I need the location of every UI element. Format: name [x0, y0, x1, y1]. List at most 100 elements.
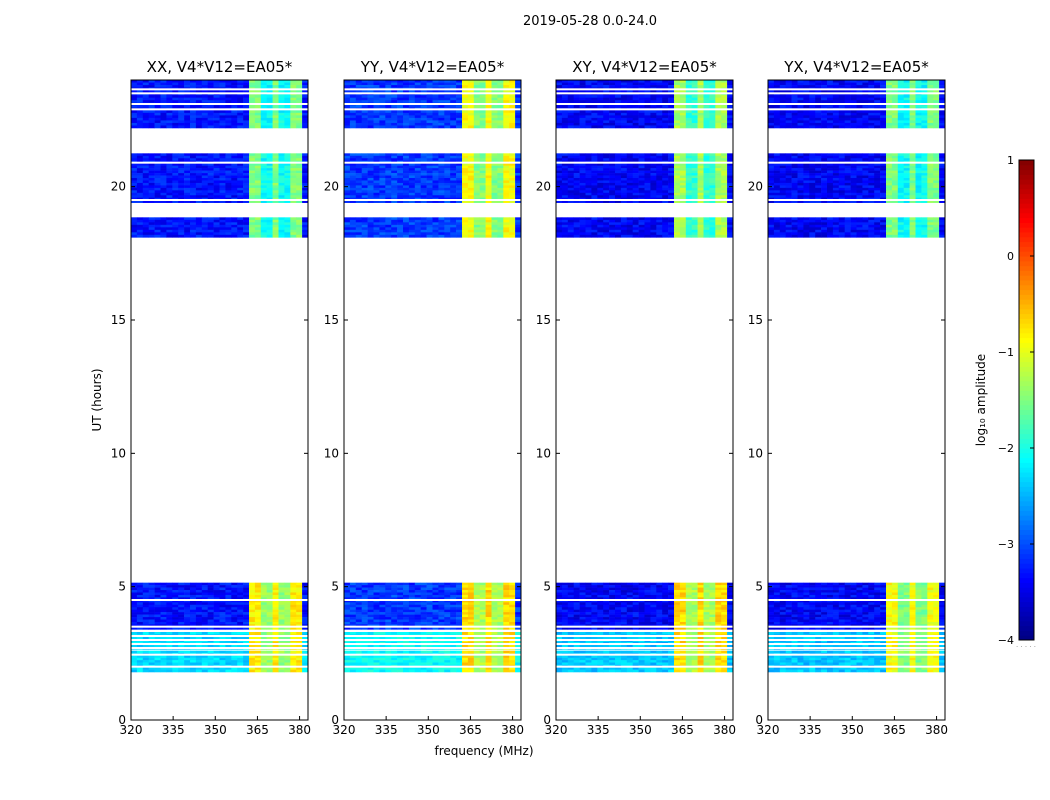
heatmap-cell: [432, 662, 439, 666]
heatmap-cell: [420, 82, 427, 86]
heatmap-cell: [491, 657, 498, 661]
heatmap-cell: [491, 604, 498, 608]
heatmap-cell: [462, 617, 469, 620]
heatmap-cell: [272, 117, 279, 121]
heatmap-cell: [485, 90, 492, 93]
heatmap-cell: [266, 657, 273, 661]
heatmap-cell: [408, 97, 416, 101]
heatmap-cell: [503, 587, 510, 591]
heatmap-cell: [148, 195, 155, 199]
heatmap-cell: [290, 619, 297, 623]
heatmap-cell: [160, 170, 167, 174]
heatmap-cell: [160, 602, 167, 606]
heatmap-cell: [444, 229, 451, 233]
heatmap-cell: [391, 112, 398, 116]
heatmap-cell: [391, 195, 398, 199]
heatmap-cell: [432, 660, 439, 663]
heatmap-cell: [349, 582, 357, 586]
heatmap-cell: [237, 657, 244, 661]
heatmap-cell: [142, 117, 149, 121]
heatmap-cell: [290, 175, 297, 179]
heatmap-cell: [414, 609, 421, 613]
heatmap-cell: [450, 609, 457, 613]
heatmap-cell: [438, 168, 445, 171]
heatmap-cell: [278, 667, 285, 670]
heatmap-cell: [426, 617, 433, 620]
heatmap-cell: [190, 115, 197, 119]
heatmap-cell: [160, 120, 167, 124]
heatmap-cell: [373, 190, 380, 194]
heatmap-cell: [231, 178, 238, 181]
heatmap-cell: [249, 222, 256, 226]
heatmap-cell: [355, 165, 362, 169]
heatmap-cell: [296, 590, 303, 593]
heatmap-cell: [213, 115, 220, 119]
heatmap-cell: [367, 80, 374, 83]
heatmap-cell: [201, 182, 208, 186]
heatmap-cell: [266, 217, 273, 221]
heatmap-cell: [426, 153, 433, 157]
heatmap-cell: [414, 82, 421, 86]
heatmap-cell: [272, 219, 279, 223]
heatmap-cell: [426, 85, 433, 88]
heatmap-cell: [249, 125, 256, 129]
heatmap-cell: [397, 644, 404, 648]
heatmap-cell: [403, 626, 410, 630]
heatmap-cell: [408, 168, 416, 171]
heatmap-cell: [485, 192, 492, 196]
heatmap-cell: [485, 594, 492, 598]
heatmap-cell: [296, 229, 303, 233]
heatmap-cell: [456, 153, 463, 157]
heatmap-cell: [349, 190, 357, 194]
y-tick-label: 20: [111, 180, 126, 194]
heatmap-cell: [272, 617, 279, 620]
heatmap-cell: [361, 155, 368, 159]
heatmap-cell: [479, 173, 486, 176]
heatmap-cell: [373, 115, 380, 119]
heatmap-cell: [432, 190, 439, 194]
heatmap-cell: [491, 173, 498, 176]
heatmap-cell: [148, 590, 155, 593]
heatmap-cell: [509, 644, 516, 648]
heatmap-cell: [385, 112, 392, 116]
heatmap-cell: [219, 80, 226, 83]
heatmap-cell: [355, 163, 362, 166]
heatmap-cell: [485, 95, 492, 98]
heatmap-cell: [266, 626, 273, 630]
heatmap-cell: [272, 621, 279, 625]
heatmap-cell: [467, 594, 475, 598]
heatmap-cell: [414, 170, 421, 174]
heatmap-cell: [361, 609, 368, 613]
heatmap-cell: [160, 636, 167, 640]
heatmap-cell: [302, 636, 309, 640]
heatmap-cell: [473, 187, 480, 191]
heatmap-cell: [302, 657, 309, 661]
heatmap-cell: [284, 227, 291, 231]
heatmap-cell: [201, 158, 208, 162]
heatmap-cell: [509, 602, 516, 606]
heatmap-cell: [462, 614, 469, 618]
heatmap-cell: [408, 175, 416, 179]
heatmap-cell: [225, 187, 232, 191]
heatmap-cell: [467, 597, 475, 601]
heatmap-cell: [166, 168, 173, 171]
heatmap-cell: [473, 585, 480, 588]
heatmap-cell: [237, 173, 244, 176]
heatmap-cell: [131, 90, 138, 93]
heatmap-cell: [379, 195, 386, 199]
heatmap-cell: [201, 222, 208, 226]
heatmap-cell: [148, 168, 155, 171]
heatmap-cell: [355, 607, 362, 610]
heatmap-cell: [379, 655, 386, 659]
heatmap-cell: [497, 219, 504, 223]
heatmap-cell: [302, 192, 309, 196]
heatmap-cell: [503, 163, 510, 166]
heatmap-cell: [355, 599, 362, 603]
heatmap-cell: [219, 117, 226, 121]
heatmap-cell: [249, 182, 256, 186]
heatmap-cell: [444, 97, 451, 101]
heatmap-cell: [260, 582, 267, 586]
heatmap-cell: [355, 90, 362, 93]
heatmap-cell: [391, 105, 398, 109]
heatmap-cell: [432, 168, 439, 171]
